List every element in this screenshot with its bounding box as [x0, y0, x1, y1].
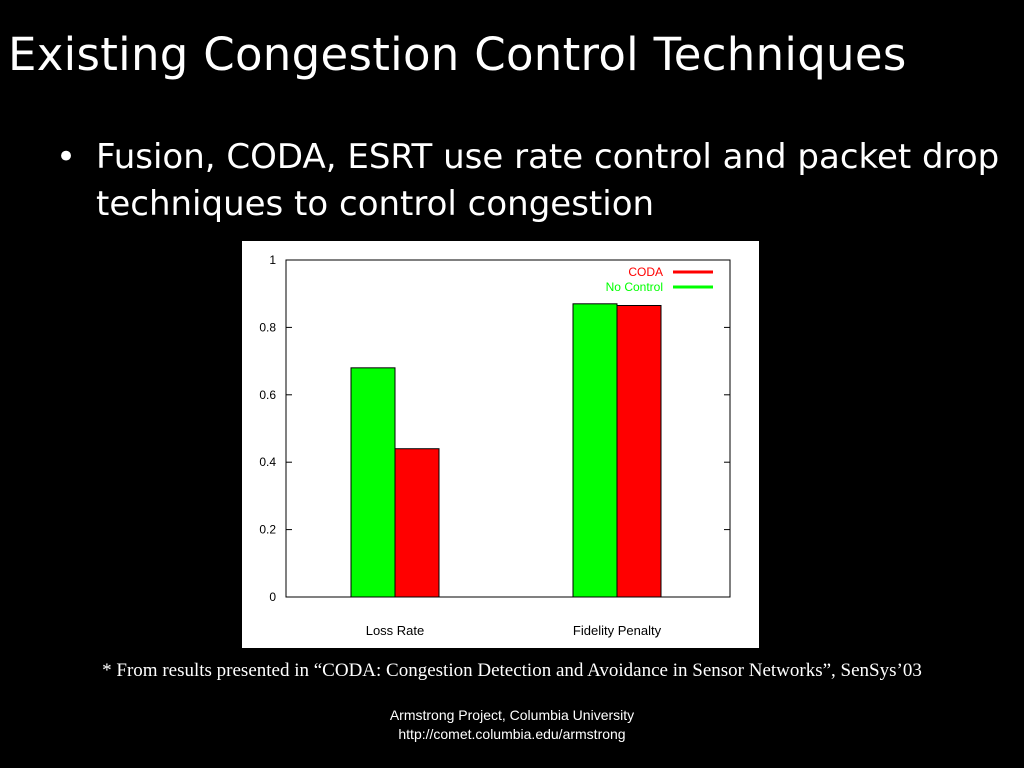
- bullet-list: • Fusion, CODA, ESRT use rate control an…: [56, 134, 1016, 228]
- y-tick-label: 0.8: [259, 320, 276, 334]
- y-tick-label: 1: [269, 253, 276, 267]
- bar-coda-fidelity-penalty: [616, 304, 662, 598]
- slide-title: Existing Congestion Control Techniques: [8, 28, 907, 81]
- bar-no-control-fidelity-penalty: [572, 303, 618, 598]
- x-tick-label: Loss Rate: [366, 623, 425, 638]
- bullet-item: • Fusion, CODA, ESRT use rate control an…: [56, 134, 1016, 228]
- bar-coda-loss-rate: [394, 448, 440, 598]
- y-tick-label: 0.2: [259, 523, 276, 537]
- bar-chart-svg: Loss Rate Fidelity Penalty 0 0.2 0.4 0.6 0.8 1 C…: [259, 253, 731, 638]
- bullet-marker: •: [56, 137, 77, 177]
- footer: Armstrong Project, Columbia University h…: [0, 706, 1024, 744]
- y-tick-label: 0: [269, 590, 276, 604]
- footer-url[interactable]: http://comet.columbia.edu/armstrong: [398, 726, 626, 742]
- plot-frame: [285, 259, 731, 598]
- source-note: * From results presented in “CODA: Conge…: [102, 660, 922, 681]
- footer-organization: Armstrong Project, Columbia University: [389, 707, 635, 723]
- bar-no-control-loss-rate: [350, 367, 396, 598]
- legend-label: No Control: [606, 280, 663, 294]
- y-tick-label: 0.4: [259, 455, 276, 469]
- x-tick-label: Fidelity Penalty: [573, 623, 662, 638]
- bullet-text: Fusion, CODA, ESRT use rate control and …: [96, 137, 1000, 224]
- legend-label: CODA: [628, 265, 663, 279]
- bar-chart: Loss Rate Fidelity Penalty 0 0.2 0.4 0.6 0.8 1 C…: [242, 241, 759, 648]
- y-tick-label: 0.6: [259, 388, 276, 402]
